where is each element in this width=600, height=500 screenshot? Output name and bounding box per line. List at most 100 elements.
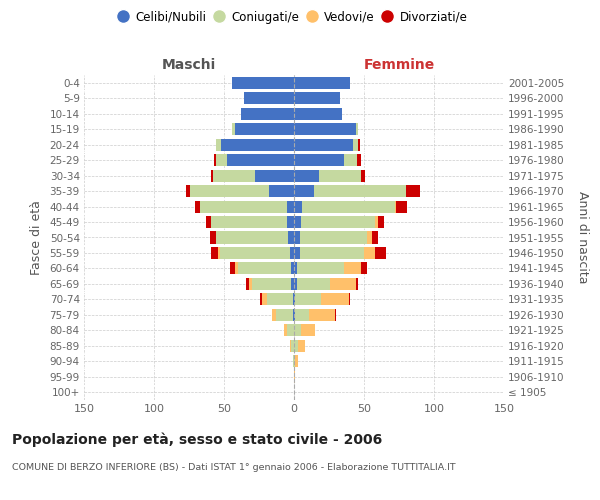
Bar [373, 232, 378, 243]
Bar [289, 232, 294, 243]
Bar [215, 154, 227, 166]
Bar [302, 200, 395, 212]
Bar [200, 200, 287, 212]
Bar [291, 262, 294, 274]
Bar [364, 247, 375, 259]
Bar [298, 340, 305, 352]
Bar [314, 185, 406, 197]
Bar [235, 123, 294, 135]
Y-axis label: Anni di nascita: Anni di nascita [576, 191, 589, 284]
Bar [260, 294, 262, 306]
Bar [210, 232, 215, 243]
Bar [230, 262, 235, 274]
Bar [252, 278, 291, 290]
Bar [299, 232, 367, 243]
Bar [220, 247, 290, 259]
Bar [241, 108, 294, 120]
Bar [194, 200, 200, 212]
Bar [294, 76, 350, 89]
Bar [319, 170, 361, 181]
Bar [356, 278, 358, 290]
Bar [406, 185, 420, 197]
Bar [301, 324, 315, 336]
Bar [297, 262, 344, 274]
Legend: Celibi/Nubili, Coniugati/e, Vedovi/e, Divorziati/e: Celibi/Nubili, Coniugati/e, Vedovi/e, Di… [116, 6, 472, 28]
Bar [320, 294, 349, 306]
Text: COMUNE DI BERZO INFERIORE (BS) - Dati ISTAT 1° gennaio 2006 - Elaborazione TUTTI: COMUNE DI BERZO INFERIORE (BS) - Dati IS… [12, 462, 455, 471]
Bar [331, 278, 356, 290]
Bar [297, 278, 331, 290]
Bar [190, 185, 269, 197]
Bar [294, 185, 314, 197]
Bar [294, 154, 344, 166]
Bar [293, 356, 294, 368]
Bar [295, 294, 320, 306]
Bar [294, 309, 295, 321]
Bar [186, 185, 190, 197]
Bar [356, 123, 358, 135]
Bar [358, 138, 360, 150]
Bar [249, 278, 252, 290]
Bar [213, 170, 255, 181]
Bar [214, 154, 215, 166]
Bar [310, 309, 335, 321]
Bar [293, 294, 294, 306]
Bar [215, 232, 289, 243]
Bar [301, 216, 375, 228]
Text: Maschi: Maschi [162, 58, 216, 72]
Bar [235, 262, 238, 274]
Bar [244, 92, 294, 104]
Bar [294, 92, 340, 104]
Bar [294, 216, 301, 228]
Bar [294, 371, 295, 383]
Bar [375, 247, 386, 259]
Bar [294, 108, 341, 120]
Bar [294, 123, 356, 135]
Bar [349, 294, 350, 306]
Bar [294, 294, 295, 306]
Bar [361, 170, 365, 181]
Bar [344, 154, 357, 166]
Bar [294, 340, 298, 352]
Bar [272, 309, 276, 321]
Bar [247, 278, 249, 290]
Bar [294, 200, 302, 212]
Bar [262, 294, 268, 306]
Bar [268, 294, 293, 306]
Bar [211, 216, 287, 228]
Bar [293, 309, 294, 321]
Bar [344, 262, 361, 274]
Bar [294, 278, 297, 290]
Bar [238, 262, 291, 274]
Bar [395, 200, 396, 212]
Bar [378, 216, 383, 228]
Bar [335, 309, 336, 321]
Bar [294, 356, 295, 368]
Bar [295, 309, 310, 321]
Bar [294, 247, 299, 259]
Bar [299, 247, 364, 259]
Bar [290, 247, 294, 259]
Bar [287, 200, 294, 212]
Bar [291, 278, 294, 290]
Bar [290, 340, 291, 352]
Bar [232, 123, 235, 135]
Bar [276, 309, 293, 321]
Bar [255, 170, 294, 181]
Bar [215, 138, 221, 150]
Bar [227, 154, 294, 166]
Bar [221, 138, 294, 150]
Bar [211, 170, 213, 181]
Y-axis label: Fasce di età: Fasce di età [29, 200, 43, 275]
Bar [375, 216, 378, 228]
Bar [294, 138, 353, 150]
Text: Popolazione per età, sesso e stato civile - 2006: Popolazione per età, sesso e stato civil… [12, 432, 382, 447]
Bar [357, 154, 361, 166]
Bar [353, 138, 358, 150]
Bar [232, 76, 294, 89]
Bar [294, 324, 301, 336]
Bar [295, 356, 298, 368]
Bar [269, 185, 294, 197]
Text: Femmine: Femmine [364, 58, 434, 72]
Bar [396, 200, 407, 212]
